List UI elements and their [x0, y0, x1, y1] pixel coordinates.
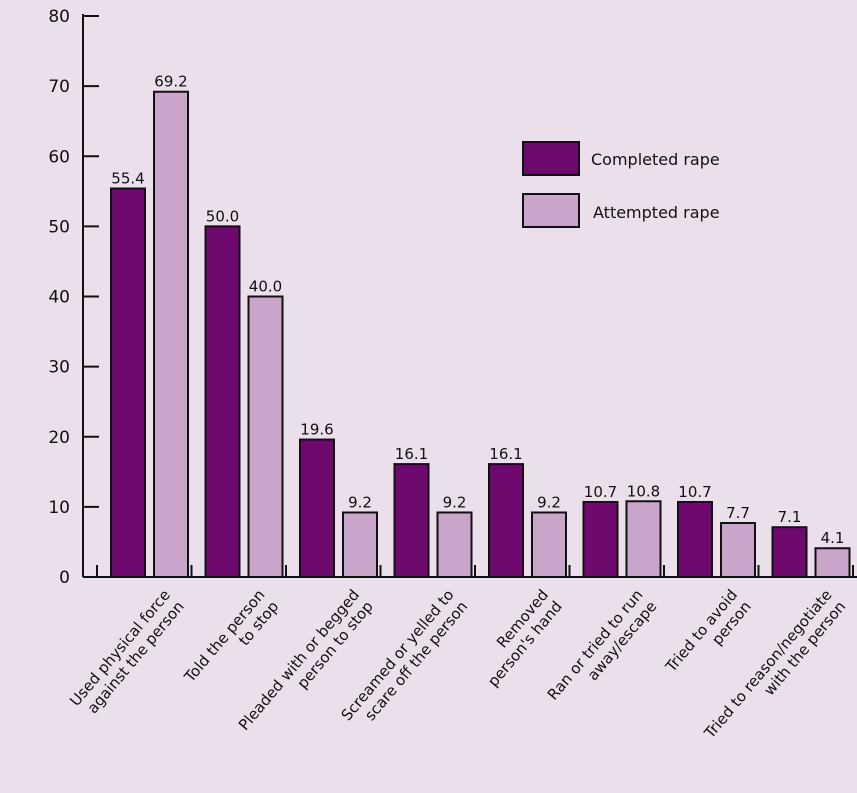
bar — [814, 547, 851, 579]
y-tick-label: 30 — [48, 358, 70, 378]
bar — [393, 463, 430, 579]
data-label: 9.2 — [348, 493, 372, 511]
y-tick-label: 80 — [48, 7, 70, 27]
bar — [299, 438, 335, 578]
bar — [625, 500, 662, 579]
bar — [531, 511, 567, 578]
y-tick-label: 50 — [48, 217, 70, 237]
data-label: 16.1 — [395, 445, 428, 463]
data-label: 9.2 — [537, 493, 561, 511]
y-tick-label: 20 — [48, 428, 70, 448]
y-tick-label: 70 — [48, 77, 70, 97]
bar — [110, 187, 146, 578]
legend-label-completed: Completed rape — [591, 150, 720, 169]
bar — [677, 500, 713, 578]
legend-swatch-attempted — [522, 193, 580, 228]
bar — [247, 295, 284, 578]
bar — [488, 463, 524, 579]
data-labels: 55.4 69.2 50.0 40.0 19.6 9.2 16.1 9.2 16.1 9.2 10.… — [111, 73, 844, 548]
y-tick-label: 60 — [48, 147, 70, 167]
legend-swatch-completed — [522, 141, 580, 176]
data-label: 10.7 — [678, 483, 711, 501]
data-label: 40.0 — [249, 278, 282, 296]
bar — [720, 522, 756, 578]
bar — [436, 511, 473, 578]
y-tick-label: 10 — [48, 498, 70, 518]
data-label: 50.0 — [206, 207, 239, 225]
legend-label-attempted: Attempted rape — [593, 203, 720, 222]
data-label: 9.2 — [443, 493, 467, 511]
data-label: 69.2 — [154, 73, 187, 91]
bar — [153, 90, 189, 579]
bar — [771, 526, 808, 578]
category-label-line: scare off the person — [361, 598, 471, 725]
bars — [110, 90, 851, 579]
data-label: 55.4 — [111, 170, 144, 188]
bar — [204, 225, 241, 578]
data-label: 10.7 — [584, 483, 617, 501]
data-label: 4.1 — [821, 529, 845, 547]
bar — [582, 500, 619, 578]
y-tick-label: 40 — [48, 288, 70, 308]
data-label: 7.7 — [726, 504, 750, 522]
y-tick-label: 0 — [59, 568, 70, 588]
data-label: 10.8 — [627, 482, 660, 500]
category-label-line: Used physical force — [66, 586, 174, 710]
data-label: 16.1 — [489, 445, 522, 463]
data-label: 7.1 — [778, 508, 802, 526]
data-label: 19.6 — [300, 421, 333, 439]
legend: Completed rape Attempted rape — [522, 141, 720, 228]
bar — [342, 511, 378, 578]
